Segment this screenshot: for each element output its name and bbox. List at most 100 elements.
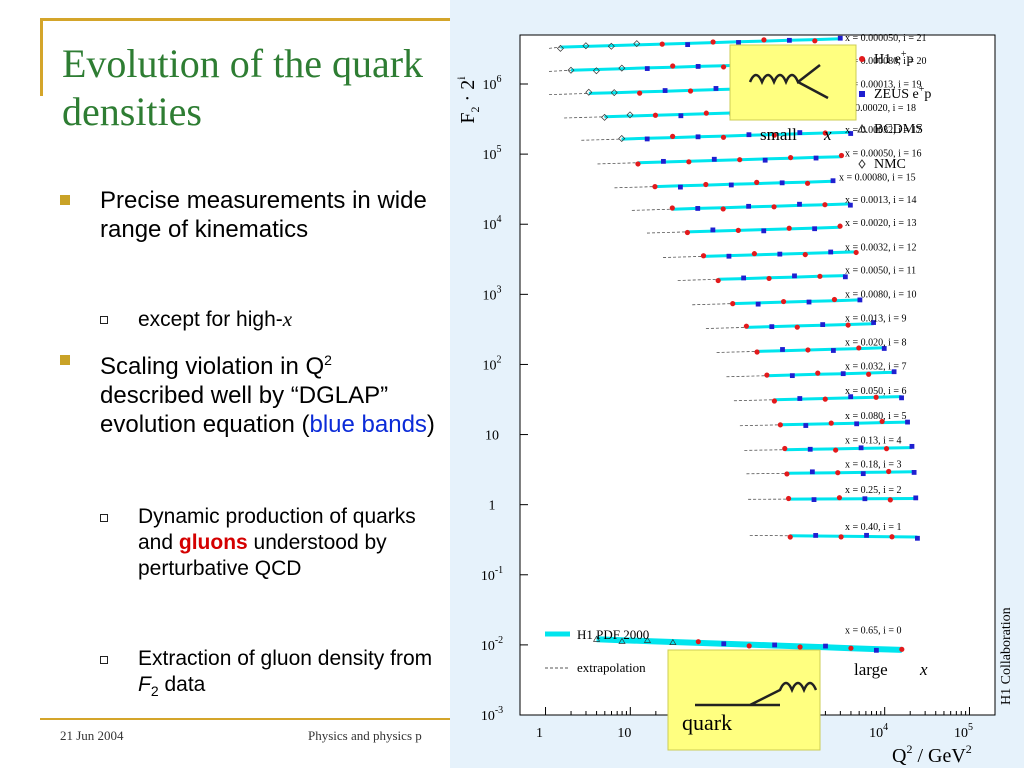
series-15: x = 0.00080, i = 15 xyxy=(614,173,916,190)
series-label: x = 0.00013, i = 19 xyxy=(845,79,922,90)
h1-point xyxy=(837,223,843,229)
zeus-point xyxy=(695,134,701,140)
series-label: x = 0.00032, i = 17 xyxy=(845,125,922,136)
h1-point xyxy=(833,447,839,453)
extrapolation-line xyxy=(564,116,605,119)
small-x-label: small xyxy=(760,125,797,144)
series-label: x = 0.013, i = 9 xyxy=(845,313,907,324)
y-tick-label: 102 xyxy=(483,354,502,373)
qcd-fit-band xyxy=(790,534,918,539)
series-13: x = 0.0020, i = 13 xyxy=(646,218,917,236)
h1-point xyxy=(889,534,895,540)
y-tick-label: 104 xyxy=(483,214,502,233)
zeus-point xyxy=(780,347,785,352)
y-tick-label: 10-2 xyxy=(481,635,503,654)
h1-point xyxy=(743,323,749,329)
zeus-point xyxy=(871,320,876,325)
sub-bullet-text-b: understood by perturbative QCD xyxy=(138,531,387,580)
footer-date: 21 Jun 2004 xyxy=(60,728,124,743)
h1-point xyxy=(856,345,862,351)
h1-point xyxy=(754,179,760,185)
series-label: x = 0.65, i = 0 xyxy=(845,625,902,636)
plot-frame xyxy=(519,34,996,716)
zeus-point xyxy=(662,88,668,93)
legend-zeus-marker xyxy=(859,91,865,97)
series-21: x = 0.000050, i = 21 xyxy=(548,33,927,52)
h1-point xyxy=(720,64,727,70)
series-label: x = 0.032, i = 7 xyxy=(845,362,907,373)
series-1: x = 0.40, i = 1 xyxy=(749,522,920,541)
extrapolation-line xyxy=(549,93,589,96)
qcd-fit-band xyxy=(672,202,851,211)
series-10: x = 0.0080, i = 10 xyxy=(692,290,917,307)
hollow-square-icon xyxy=(100,316,108,324)
zeus-point xyxy=(644,66,650,71)
nmc-point xyxy=(556,44,564,52)
h1-point xyxy=(845,322,851,328)
zeus-point xyxy=(644,136,650,142)
zeus-point xyxy=(792,273,797,279)
sub-bullet-x: x xyxy=(282,307,293,331)
slide-title: Evolution of the quark densities xyxy=(62,41,424,134)
legend-bcdms-marker xyxy=(857,123,867,133)
h1-point xyxy=(710,39,716,45)
series-label: x = 0.080, i = 5 xyxy=(845,411,907,422)
series-label: x = 0.00080, i = 15 xyxy=(839,173,916,184)
h1-point xyxy=(670,63,676,69)
series-label: x = 0.25, i = 2 xyxy=(845,485,902,496)
zeus-point xyxy=(721,641,727,647)
series-17: x = 0.00032, i = 17 xyxy=(581,125,922,142)
series-7: x = 0.032, i = 7 xyxy=(726,362,907,379)
h1-point xyxy=(754,349,760,355)
bcdms-point xyxy=(669,638,677,645)
series-4: x = 0.13, i = 4 xyxy=(744,436,915,453)
zeus-point xyxy=(661,158,666,164)
hollow-square-icon xyxy=(100,656,108,664)
h1-point xyxy=(838,534,844,540)
sub-bullet-text-a: Dynamic production of quarks and xyxy=(138,505,416,554)
zeus-point xyxy=(695,64,701,69)
h1-point xyxy=(838,152,845,159)
y-tick-label: 10-3 xyxy=(481,705,503,724)
extrapolation-line xyxy=(716,350,758,353)
nmc-point xyxy=(601,113,609,121)
h1-point xyxy=(866,371,872,377)
extrapolation-line xyxy=(677,278,719,281)
f2-subscript: 2 xyxy=(150,683,159,700)
series-16: x = 0.00050, i = 16 xyxy=(597,149,922,167)
h1-point xyxy=(687,88,694,94)
h1-point xyxy=(669,205,675,211)
qcd-fit-band xyxy=(757,346,885,353)
h1-point xyxy=(735,227,741,233)
h1-point xyxy=(797,644,803,650)
extrapolation-line xyxy=(581,138,622,141)
zeus-point xyxy=(726,253,732,259)
series-label: x = 0.40, i = 1 xyxy=(845,522,902,533)
small-x-em: x xyxy=(823,125,832,144)
extrapolation-line xyxy=(597,162,638,165)
legend-band-label: H1 PDF 2000 xyxy=(577,627,649,642)
h1-point xyxy=(887,497,893,503)
nmc-point xyxy=(633,40,641,48)
legend-nmc-marker xyxy=(858,159,866,169)
extrapolation-line xyxy=(614,186,655,189)
series-label: x = 0.00050, i = 16 xyxy=(845,149,922,160)
h1-point xyxy=(835,470,841,476)
qcd-fit-band xyxy=(786,470,915,475)
zeus-point xyxy=(820,322,826,327)
bullet-text: Precise measurements in wide range of ki… xyxy=(100,187,427,243)
h1-point xyxy=(670,133,676,139)
zeus-point xyxy=(779,180,785,186)
zeus-point xyxy=(881,346,887,351)
series-11: x = 0.0050, i = 11 xyxy=(677,265,916,284)
h1-point xyxy=(686,159,692,165)
x-axis-title: Q2 / GeV2 xyxy=(892,742,972,767)
zeus-point xyxy=(848,131,854,136)
qcd-fit-band xyxy=(746,322,874,329)
quark-gluon-icon xyxy=(695,681,818,707)
legend-label: ZEUS e+p xyxy=(874,84,931,102)
nmc-point xyxy=(567,66,575,74)
h1-point xyxy=(848,645,854,651)
zeus-point xyxy=(840,371,846,377)
nmc-point xyxy=(618,134,626,142)
